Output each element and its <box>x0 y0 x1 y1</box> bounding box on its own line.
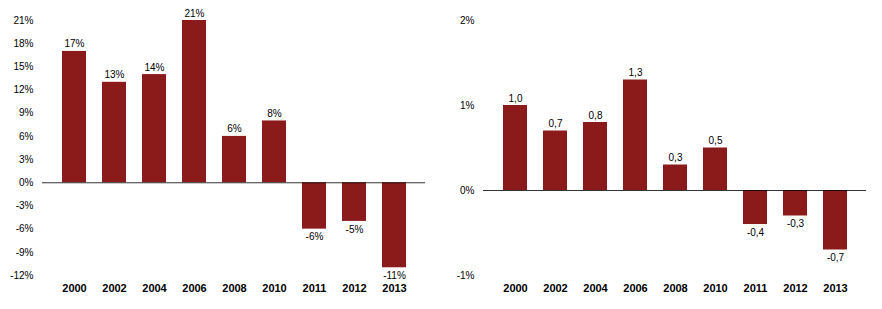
svg-text:2011: 2011 <box>744 282 768 294</box>
svg-text:2006: 2006 <box>182 282 206 294</box>
svg-text:0,5: 0,5 <box>709 135 723 146</box>
svg-text:2004: 2004 <box>583 282 608 294</box>
svg-text:1,0: 1,0 <box>509 93 523 104</box>
svg-text:6%: 6% <box>227 123 242 134</box>
svg-text:1,3: 1,3 <box>629 67 643 78</box>
svg-text:12%: 12% <box>13 84 33 95</box>
svg-text:2000: 2000 <box>62 282 86 294</box>
svg-text:-12%: -12% <box>10 270 33 281</box>
svg-text:-0,7: -0,7 <box>827 252 845 263</box>
svg-text:-6%: -6% <box>16 223 34 234</box>
svg-text:17%: 17% <box>64 38 84 49</box>
svg-text:2011: 2011 <box>303 282 327 294</box>
svg-text:13%: 13% <box>104 69 124 80</box>
svg-text:0,7: 0,7 <box>549 118 563 129</box>
svg-text:-6%: -6% <box>306 231 324 242</box>
svg-text:3%: 3% <box>19 154 34 165</box>
svg-text:-0,4: -0,4 <box>747 227 765 238</box>
svg-text:2004: 2004 <box>142 282 167 294</box>
svg-text:6%: 6% <box>19 131 34 142</box>
svg-text:1%: 1% <box>460 100 475 111</box>
svg-text:2008: 2008 <box>663 282 687 294</box>
svg-text:2006: 2006 <box>623 282 647 294</box>
svg-text:-1%: -1% <box>457 270 475 281</box>
svg-text:-9%: -9% <box>16 247 34 258</box>
svg-text:2013: 2013 <box>382 282 406 294</box>
svg-text:21%: 21% <box>13 15 33 26</box>
svg-text:-5%: -5% <box>346 224 364 235</box>
svg-text:14%: 14% <box>144 62 164 73</box>
svg-text:2002: 2002 <box>102 282 126 294</box>
svg-text:2%: 2% <box>460 15 475 26</box>
svg-text:8%: 8% <box>267 108 282 119</box>
svg-text:2000: 2000 <box>503 282 527 294</box>
svg-text:2013: 2013 <box>823 282 847 294</box>
svg-text:-0,3: -0,3 <box>787 218 805 229</box>
svg-text:2012: 2012 <box>342 282 366 294</box>
svg-text:0%: 0% <box>19 177 34 188</box>
svg-text:2010: 2010 <box>703 282 727 294</box>
svg-text:-3%: -3% <box>16 200 34 211</box>
svg-text:2002: 2002 <box>543 282 567 294</box>
svg-text:2010: 2010 <box>262 282 286 294</box>
svg-text:21%: 21% <box>184 8 204 19</box>
svg-text:-11%: -11% <box>383 270 406 281</box>
svg-text:0,3: 0,3 <box>669 152 683 163</box>
svg-text:0,8: 0,8 <box>589 110 603 121</box>
svg-text:2012: 2012 <box>783 282 807 294</box>
svg-text:2008: 2008 <box>222 282 246 294</box>
svg-text:9%: 9% <box>19 107 34 118</box>
svg-text:18%: 18% <box>13 38 33 49</box>
svg-text:0%: 0% <box>460 185 475 196</box>
svg-text:15%: 15% <box>13 61 33 72</box>
